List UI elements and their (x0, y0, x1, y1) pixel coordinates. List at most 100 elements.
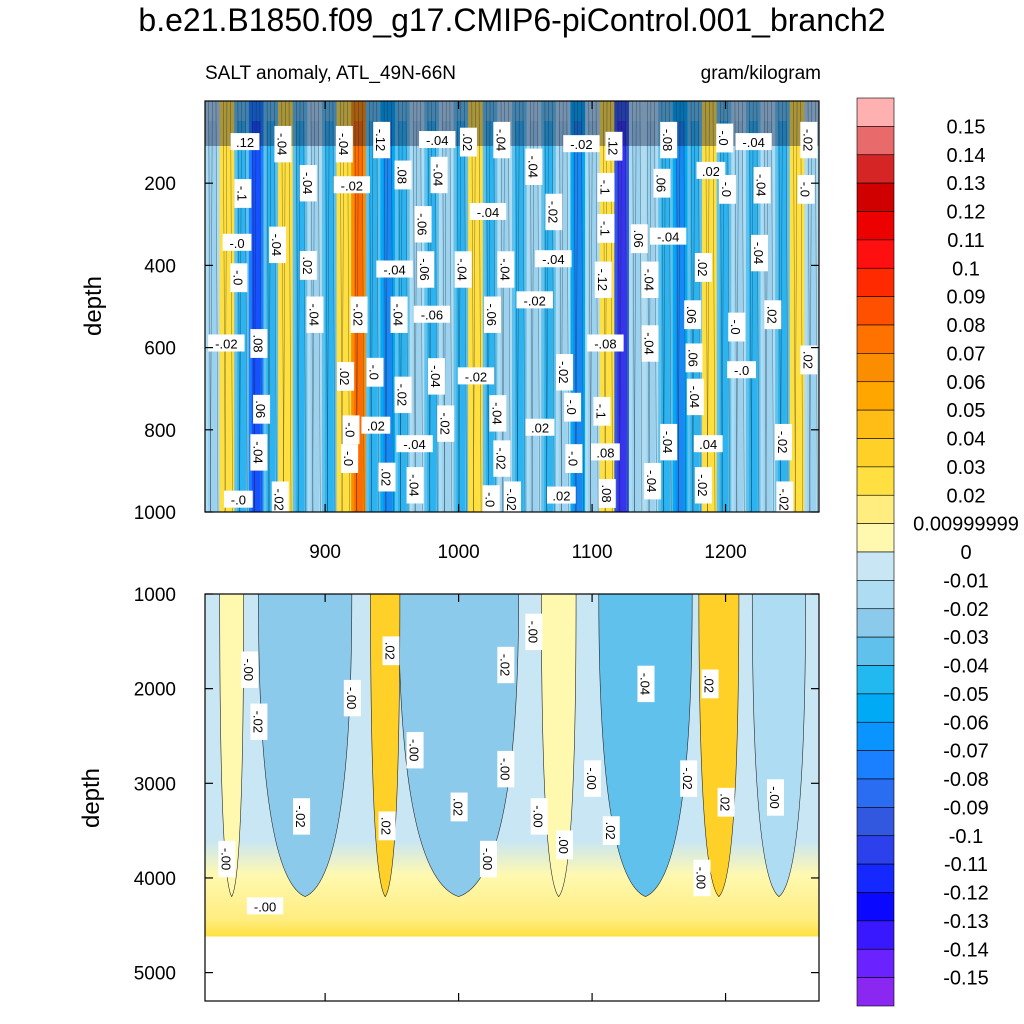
lower-contour-label: -.00 (218, 840, 236, 878)
contour-label-text: .02 (531, 421, 549, 436)
lower-contour-label: -.00 (530, 798, 548, 835)
upper-contour-line (590, 101, 593, 512)
contour-label-text: .02 (800, 351, 815, 369)
contour-label-text: .08 (596, 445, 614, 460)
contour-label-text: -.02 (800, 129, 815, 151)
contour-label-box (459, 127, 477, 157)
contour-label-box (269, 226, 287, 264)
contour-label-text: -.04 (269, 234, 284, 256)
upper-contour-label: .02 (459, 127, 477, 157)
colorbar-swatch (856, 494, 895, 524)
contour-label-text: -.00 (344, 687, 359, 709)
contour-label-box (644, 462, 662, 500)
colorbar-label: -0.13 (943, 911, 989, 933)
contour-label-text: -.02 (680, 767, 695, 789)
upper-contour-line (736, 101, 739, 512)
contour-label-text: -.04 (751, 242, 766, 264)
upper-contour-label: -.04 (649, 227, 687, 245)
upper-contour-line (244, 101, 248, 512)
upper-contour-line (648, 101, 652, 512)
contour-label-box (685, 343, 703, 373)
upper-contour-line (369, 101, 372, 512)
upper-contour-line (793, 101, 796, 512)
contour-label-text: .06 (653, 174, 668, 192)
contour-label-text: -.02 (504, 488, 519, 510)
upper-contour-label: .02 (800, 345, 818, 375)
contour-label-box (686, 378, 704, 416)
contour-label-text: .04 (699, 437, 717, 452)
upper-anomaly-core (500, 121, 510, 512)
contour-label-text: .02 (367, 419, 385, 434)
contour-label-box (482, 485, 500, 512)
contour-label-text: .02 (552, 489, 570, 504)
upper-contour-line (588, 101, 591, 512)
contour-label-box (479, 840, 497, 878)
contour-label-text: -.04 (300, 172, 315, 194)
contour-label-box (602, 816, 620, 846)
contour-label-text: -.06 (415, 213, 430, 235)
contour-label-box (413, 305, 451, 323)
upper-contour-label: -.04 (396, 435, 433, 453)
contour-label-box (299, 164, 317, 202)
lower-anomaly-plume (398, 594, 519, 897)
upper-contour-line (749, 101, 752, 512)
contour-label-box (253, 394, 271, 424)
colorbar-swatch (856, 126, 895, 156)
upper-contour-label: .04 (693, 435, 723, 453)
contour-label-text: -.0 (483, 492, 498, 507)
lower-contour-label: .02 (382, 636, 400, 666)
contour-label-text: -.00 (525, 621, 540, 643)
colorbar-swatch (856, 977, 895, 1007)
colorbar-label: 0.05 (947, 400, 986, 422)
contour-label-text: -.04 (542, 252, 564, 267)
contour-label-box (525, 418, 555, 436)
contour-label-text: .00 (556, 836, 571, 854)
contour-label-text: .02 (300, 256, 315, 274)
upper-contour-label: .02 (764, 300, 782, 330)
upper-contour-line (581, 101, 584, 512)
colorbar-swatch (856, 523, 895, 553)
upper-anomaly-core (617, 121, 627, 512)
upper-contour-line (619, 101, 622, 512)
lower-contour-label: -.00 (406, 731, 424, 769)
contour-label-box (376, 260, 413, 278)
contour-label-text: -.02 (776, 488, 791, 510)
colorbar-label: -0.12 (943, 883, 989, 905)
colorbar-label: 0.14 (947, 145, 986, 167)
contour-label-text: -.04 (336, 133, 351, 155)
upper-anomaly-core (573, 121, 583, 512)
upper-ytick-label: 1000 (134, 503, 176, 524)
upper-contour-label: -.04 (430, 156, 448, 194)
contour-label-box (378, 811, 396, 841)
lower-anomaly-plume (258, 594, 353, 897)
upper-contour-line (341, 101, 345, 512)
contour-label-text: -.1 (597, 180, 612, 195)
contour-label-box (735, 133, 772, 151)
contour-label-box (437, 405, 455, 442)
upper-anomaly-core (456, 121, 466, 512)
contour-label-text: .02 (702, 675, 717, 693)
contour-label-text: .02 (702, 164, 720, 179)
colorbar-swatch (856, 807, 895, 837)
colorbar-swatch (856, 778, 895, 808)
upper-contour-line (237, 101, 241, 512)
colorbar-label: 0.15 (947, 116, 986, 138)
contour-label-box (660, 121, 678, 159)
upper-contour-label: -.0 (565, 444, 583, 473)
contour-label-text: -.0 (564, 400, 579, 415)
upper-ytick-label: 400 (144, 256, 176, 277)
upper-anomaly-core (266, 121, 276, 512)
lower-plot-frame (204, 593, 820, 1002)
upper-anomaly-core (558, 121, 568, 512)
upper-contour-line (677, 101, 681, 512)
upper-heatmap-field (205, 101, 819, 512)
contour-label-text: -.02 (351, 304, 366, 326)
contour-label-box (504, 481, 521, 512)
contour-label-box (218, 840, 236, 878)
colorbar-swatch (856, 296, 895, 326)
colorbar-label: -0.08 (943, 769, 989, 791)
upper-anomaly-core (807, 121, 817, 512)
contour-label-text: .08 (599, 484, 614, 502)
colorbar-label: -0.03 (943, 627, 989, 649)
contour-label-text: -.1 (597, 221, 612, 236)
